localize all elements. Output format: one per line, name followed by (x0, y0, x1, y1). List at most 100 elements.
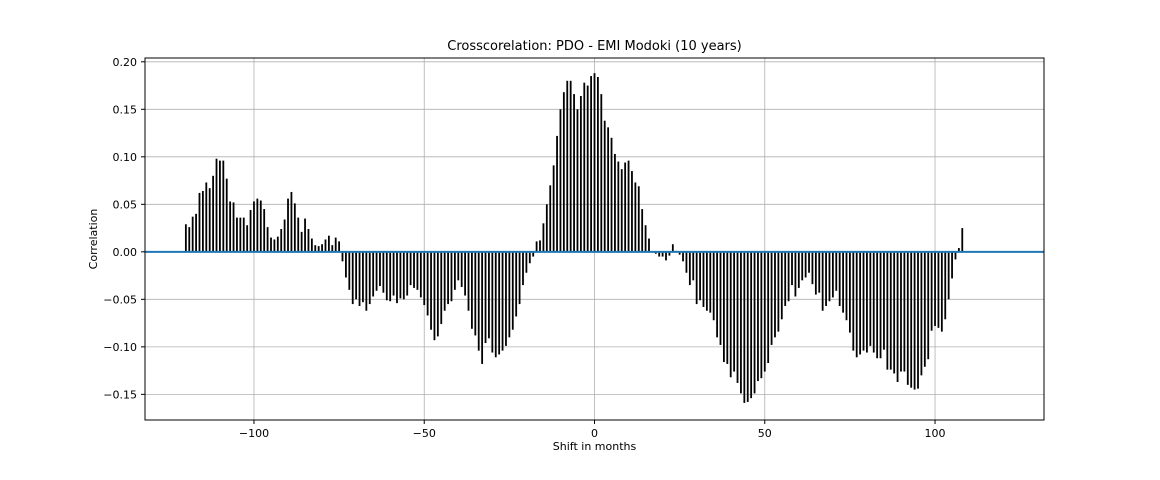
y-tick-label: −0.15 (103, 388, 137, 401)
bar (256, 198, 259, 252)
bar (525, 251, 528, 273)
bar (559, 109, 562, 252)
bar (341, 251, 344, 262)
bar (954, 251, 957, 260)
bar (518, 251, 521, 305)
bar (661, 251, 664, 257)
bar (705, 251, 708, 311)
bar (787, 251, 790, 302)
y-tick-label: 0.20 (113, 56, 138, 69)
bar (549, 185, 552, 252)
bar (280, 229, 283, 252)
bar (522, 251, 524, 286)
bar (188, 227, 191, 252)
bar (324, 239, 327, 252)
bar (433, 251, 436, 341)
x-tick-label: −100 (239, 427, 269, 440)
bar (831, 251, 834, 298)
bar (600, 94, 603, 252)
bar (736, 251, 739, 383)
bar (191, 216, 194, 252)
bar (740, 251, 742, 394)
bar (872, 251, 875, 353)
bar (481, 251, 484, 364)
bar (436, 251, 439, 337)
bar (869, 251, 872, 346)
bar (746, 251, 749, 402)
bar (392, 251, 395, 296)
bar (372, 251, 375, 297)
bar (934, 251, 936, 326)
bar (426, 251, 429, 316)
bar (923, 251, 926, 367)
bar (402, 251, 405, 300)
bar (668, 251, 671, 256)
bar (927, 251, 930, 360)
bar (889, 251, 892, 370)
bar (627, 160, 630, 252)
bar (484, 251, 487, 344)
bar (229, 201, 232, 252)
bar (951, 251, 953, 279)
bar (215, 158, 218, 252)
bar (791, 251, 793, 286)
bar (528, 251, 531, 264)
bar (665, 251, 667, 261)
bar (634, 182, 637, 252)
bar (488, 251, 490, 339)
bar (290, 191, 293, 252)
bar (883, 251, 885, 350)
bar (682, 251, 684, 262)
bar (474, 251, 477, 336)
bar (692, 251, 695, 281)
bar (750, 251, 753, 399)
bar (453, 251, 456, 290)
y-tick-label: 0.00 (113, 246, 138, 259)
bar (757, 251, 759, 382)
bar (784, 251, 787, 306)
bar (195, 213, 197, 252)
bar (910, 251, 913, 388)
bar (957, 248, 960, 252)
bar (273, 239, 276, 252)
bar (471, 251, 473, 329)
bar (797, 251, 800, 288)
bar (842, 251, 844, 313)
bar (334, 237, 337, 252)
bar (753, 251, 756, 394)
bar (569, 80, 572, 252)
bar (859, 251, 862, 355)
bar (937, 251, 940, 328)
bar (828, 251, 831, 302)
bar (338, 241, 341, 252)
bar (712, 251, 715, 321)
bar (709, 251, 712, 313)
bar (624, 162, 627, 252)
bar (457, 251, 460, 281)
bar (678, 251, 681, 255)
bar (464, 251, 466, 296)
bar (906, 251, 909, 385)
bar (838, 251, 841, 306)
bar (419, 251, 422, 298)
bar (770, 251, 773, 345)
bar (545, 204, 548, 252)
bar (695, 251, 698, 305)
bar (355, 251, 358, 300)
bar (382, 251, 385, 293)
bar (259, 200, 262, 252)
bar (263, 209, 266, 252)
y-tick-label: 0.05 (113, 198, 138, 211)
bar (743, 251, 746, 403)
bar (777, 251, 780, 332)
bar (365, 251, 368, 311)
bar (385, 251, 388, 301)
bar (304, 218, 306, 252)
bar (961, 228, 964, 252)
bar (719, 251, 722, 345)
bar (597, 77, 599, 252)
bar (855, 251, 858, 358)
bar (900, 251, 902, 372)
bar (198, 192, 201, 252)
bar (614, 153, 616, 252)
